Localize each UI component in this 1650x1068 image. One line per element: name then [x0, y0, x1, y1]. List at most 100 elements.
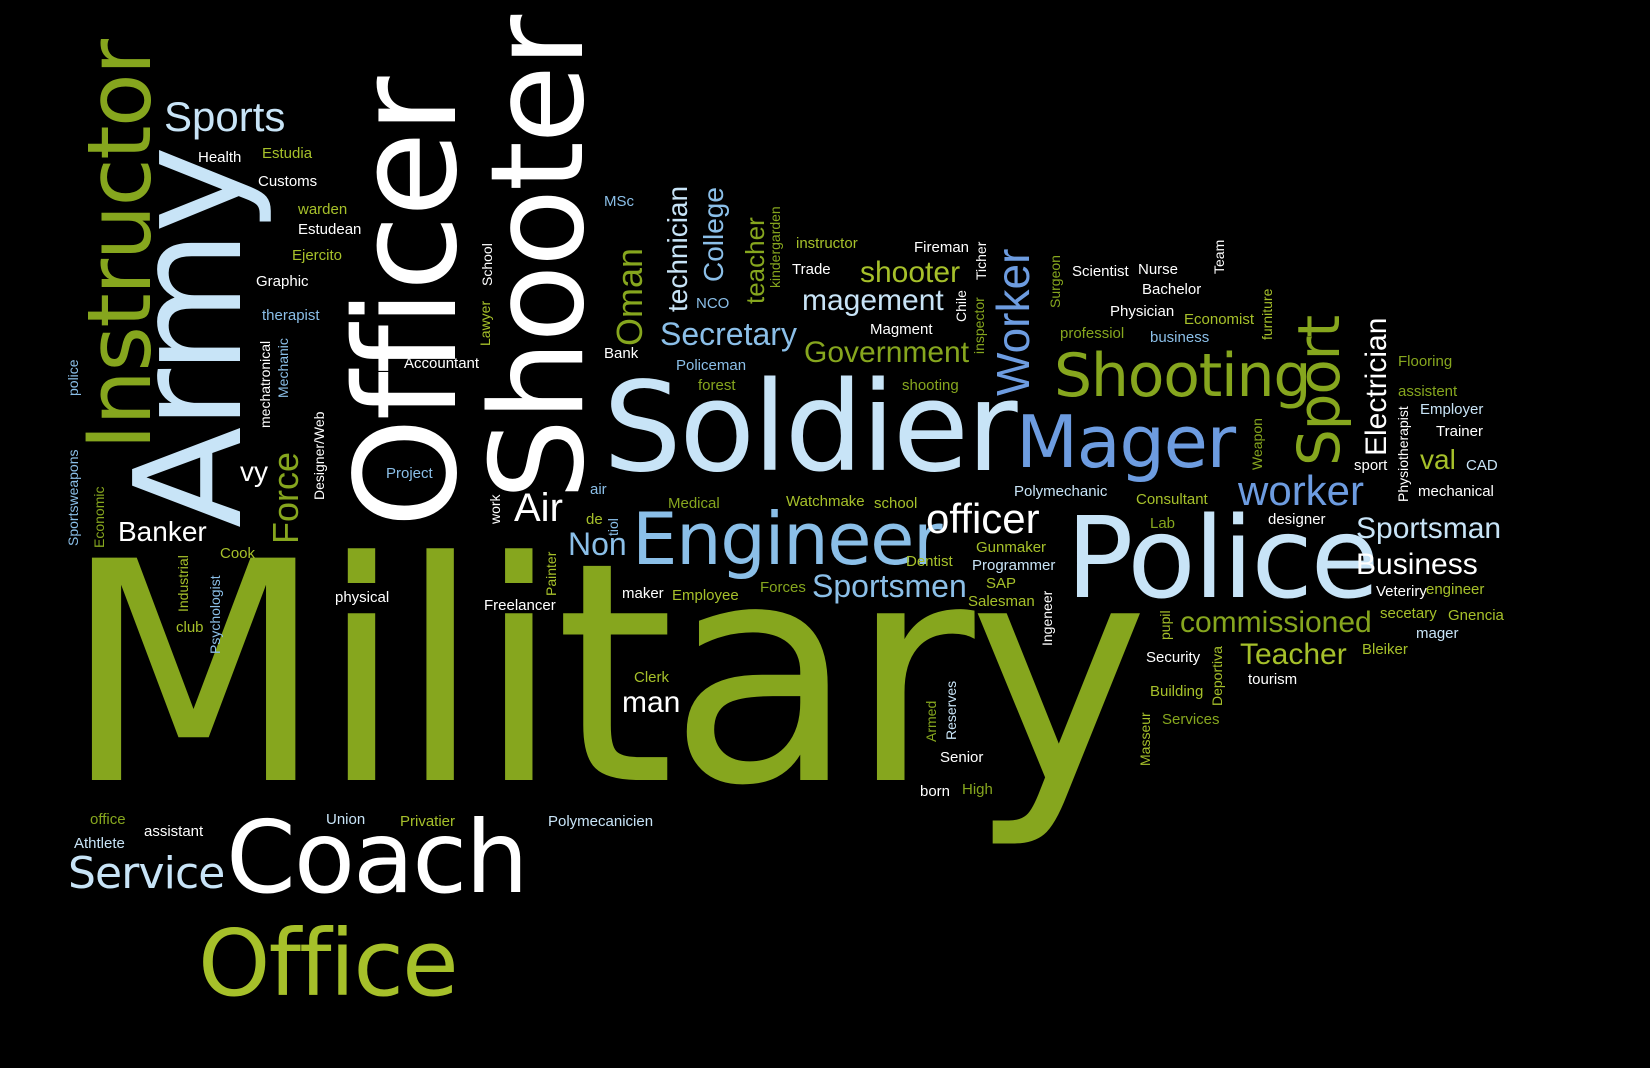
word-lawyer: Lawyer [477, 300, 493, 346]
word-mechanical: mechanical [1418, 483, 1494, 500]
word-technician: technician [662, 185, 693, 312]
word-flooring: Flooring [1398, 353, 1453, 370]
word-project: Project [386, 465, 433, 482]
word-ingeneer: Ingeneer [1039, 590, 1055, 646]
word-trainer: Trainer [1436, 423, 1483, 440]
word-secretary: Secretary [660, 316, 797, 352]
word-mechanic: Mechanic [275, 338, 291, 398]
word-military: Military [62, 497, 1149, 852]
word-oman: Oman [609, 247, 650, 346]
word-officer-lower: officer [926, 495, 1040, 542]
word-sportsweapons: Sportsweapons [65, 449, 81, 546]
word-school: school [874, 495, 918, 512]
word-assistant: assistant [144, 823, 204, 840]
word-medical: Medical [668, 495, 720, 512]
word-inspector: inspector [971, 297, 987, 354]
word-privatier: Privatier [400, 813, 456, 830]
word-pupil: pupil [1157, 610, 1173, 640]
word-assistent: assistent [1398, 383, 1458, 400]
word-employee: Employee [672, 587, 739, 604]
word-painter: Painter [543, 551, 559, 596]
word-mager: Mager [1016, 400, 1236, 484]
word-professiol: professiol [1060, 325, 1125, 342]
word-born: born [920, 783, 951, 800]
word-magement: magement [802, 284, 944, 317]
word-union: Union [326, 811, 366, 828]
word-physical: physical [335, 589, 390, 606]
word-instructor: Instructor [68, 40, 171, 450]
word-engineer: Engineer [632, 497, 943, 581]
word-masseur: Masseur [1137, 712, 1153, 766]
word-veteriry: Veteriry [1376, 583, 1427, 600]
word-vy: vy [240, 456, 268, 487]
word-business-cap: Business [1356, 548, 1478, 581]
word-worker-lower: worker [1238, 467, 1365, 514]
word-electrician: Electrician [1360, 317, 1393, 456]
word-industrial: Industrial [175, 555, 191, 612]
word-nco: NCO [696, 295, 730, 312]
word-bleiker: Bleiker [1362, 641, 1408, 658]
word-worker-cap: Worker [987, 248, 1039, 396]
word-warden: warden [298, 201, 348, 218]
word-security: Security [1146, 649, 1201, 666]
word-therapist: therapist [262, 307, 320, 324]
word-man: man [622, 686, 681, 719]
word-ejercito: Ejercito [292, 247, 343, 264]
word-officer-big: Officer [326, 79, 489, 528]
word-sportsman: Sportsman [1356, 512, 1502, 545]
word-soldier: Soldier [603, 356, 1018, 500]
word-teacher-cap: Teacher [1240, 638, 1347, 671]
word-polymecanicien: Polymecanicien [548, 813, 654, 830]
word-building: Building [1150, 683, 1204, 700]
word-kindergarden: kindergarden [767, 206, 783, 288]
word-trade: Trade [792, 261, 831, 278]
word-lab: Lab [1150, 515, 1176, 532]
word-consultant: Consultant [1136, 491, 1208, 508]
word-magment: Magment [870, 321, 933, 338]
word-shooting: Shooting [1054, 341, 1311, 411]
word-secetary: secetary [1380, 605, 1437, 622]
word-commissioned: commissioned [1180, 606, 1372, 639]
word-team: Team [1211, 239, 1227, 274]
word-physician: Physician [1110, 303, 1175, 320]
word-office: Office [198, 910, 459, 1017]
word-teacher-lower: teacher [740, 217, 770, 304]
word-sport: Sport [1285, 316, 1353, 466]
word-sportsmen: Sportsmen [812, 568, 967, 604]
word-cad: CAD [1466, 457, 1498, 474]
word-tiol: tiol [605, 518, 621, 536]
word-senior: Senior [940, 749, 984, 766]
word-salesman: Salesman [968, 593, 1035, 610]
word-estudean: Estudean [298, 221, 362, 238]
word-watchmake: Watchmake [786, 493, 865, 510]
word-ticher: Ticher [973, 241, 989, 280]
word-service: Service [68, 848, 225, 899]
word-surgeon: Surgeon [1047, 255, 1063, 308]
word-force: Force [265, 451, 306, 544]
word-forces: Forces [760, 579, 806, 596]
word-programmer: Programmer [972, 557, 1056, 574]
word-tourism: tourism [1248, 671, 1298, 688]
word-fireman: Fireman [914, 239, 970, 256]
word-estudia: Estudia [262, 145, 313, 162]
word-athtlete: Athtlete [74, 835, 125, 852]
word-air-big: Air [514, 486, 563, 530]
word-work: work [487, 494, 503, 524]
word-club: club [176, 619, 204, 636]
word-accountant: Accountant [404, 355, 480, 372]
word-instructor-small: instructor [796, 235, 858, 252]
word-government: Government [804, 336, 970, 369]
word-sports: Sports [164, 93, 286, 140]
word-gnencia: Gnencia [1448, 607, 1504, 624]
word-reserves: Reserves [943, 680, 959, 740]
word-furniture: furniture [1259, 288, 1275, 340]
word-shooter-lower: shooter [860, 256, 961, 289]
word-maker: maker [622, 585, 664, 602]
word-mechatronical: mechatronical [257, 340, 273, 428]
word-scientist: Scientist [1072, 263, 1129, 280]
word-designer-web: Designer/Web [311, 411, 327, 500]
word-police: Police [1066, 494, 1380, 624]
word-chile: Chile [953, 290, 969, 322]
word-nurse: Nurse [1138, 261, 1179, 278]
